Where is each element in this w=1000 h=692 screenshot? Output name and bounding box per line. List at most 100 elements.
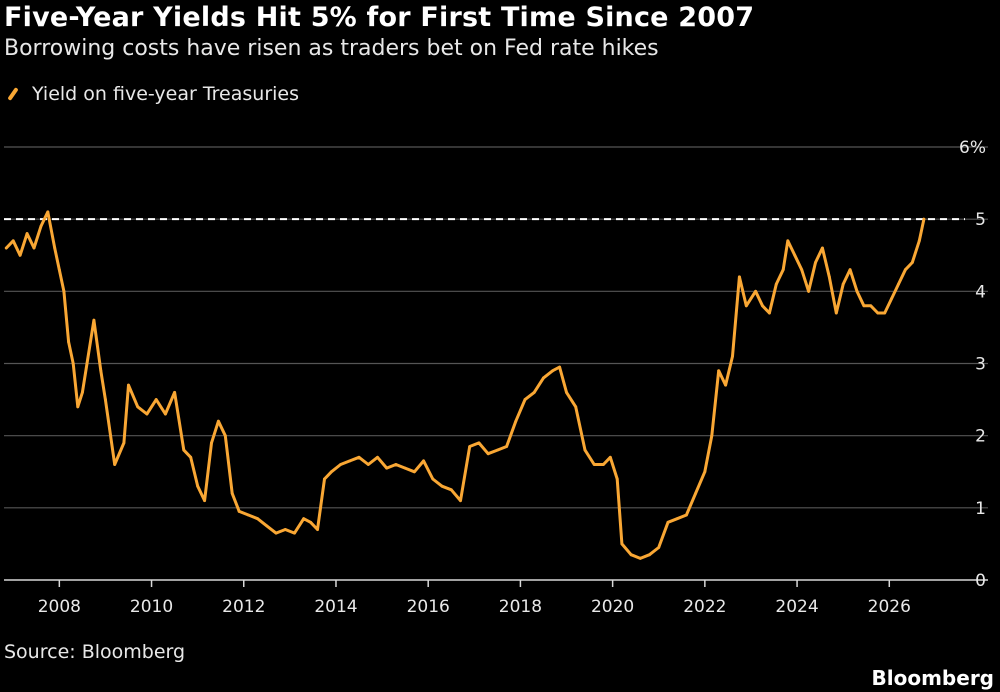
chart-title: Five-Year Yields Hit 5% for First Time S… bbox=[4, 2, 755, 33]
legend-label: Yield on five-year Treasuries bbox=[32, 83, 299, 105]
data-point bbox=[237, 510, 241, 513]
data-point bbox=[309, 520, 313, 524]
data-point bbox=[283, 528, 287, 531]
data-point bbox=[781, 268, 785, 272]
data-point bbox=[412, 470, 416, 474]
data-point bbox=[210, 441, 213, 445]
x-tick-label: 2010 bbox=[130, 597, 173, 617]
data-point bbox=[897, 282, 900, 286]
y-tick-label: 5 bbox=[975, 210, 986, 230]
data-point bbox=[841, 282, 845, 286]
data-point bbox=[459, 499, 462, 503]
x-tick-label: 2012 bbox=[222, 597, 265, 617]
data-point bbox=[551, 369, 555, 373]
data-point bbox=[523, 398, 527, 401]
data-point bbox=[917, 239, 921, 243]
data-point bbox=[657, 546, 661, 549]
data-point bbox=[574, 405, 578, 409]
data-point bbox=[495, 448, 499, 452]
y-tick-label: 2 bbox=[975, 427, 986, 447]
data-point bbox=[848, 268, 852, 272]
data-point bbox=[710, 434, 714, 438]
data-point bbox=[505, 445, 508, 448]
data-point bbox=[163, 412, 167, 416]
data-point bbox=[638, 556, 642, 560]
x-tick-label: 2020 bbox=[591, 597, 634, 617]
data-point bbox=[113, 463, 117, 466]
data-point bbox=[76, 405, 80, 409]
data-point bbox=[754, 289, 757, 293]
data-point bbox=[542, 376, 545, 380]
data-point bbox=[376, 455, 379, 459]
data-point bbox=[403, 466, 407, 470]
data-point bbox=[629, 553, 633, 557]
data-point bbox=[122, 441, 126, 445]
data-point bbox=[767, 311, 771, 315]
data-point bbox=[394, 463, 398, 466]
data-point bbox=[189, 455, 193, 459]
data-point bbox=[744, 304, 748, 308]
data-point bbox=[694, 492, 698, 495]
x-tick-label: 2022 bbox=[683, 597, 726, 617]
data-point bbox=[620, 542, 624, 546]
data-point bbox=[477, 441, 481, 445]
data-point bbox=[904, 268, 907, 272]
data-point bbox=[514, 419, 518, 423]
data-point bbox=[203, 499, 206, 503]
data-point bbox=[602, 463, 605, 466]
data-point bbox=[648, 553, 651, 557]
data-point bbox=[793, 253, 797, 257]
data-point bbox=[774, 282, 778, 286]
data-point bbox=[32, 246, 36, 250]
y-tick-label: 1 bbox=[975, 499, 986, 519]
data-point bbox=[223, 434, 227, 438]
data-point bbox=[348, 459, 352, 463]
data-point bbox=[217, 419, 220, 423]
data-point bbox=[80, 390, 84, 394]
data-point bbox=[583, 448, 587, 452]
data-point bbox=[104, 398, 107, 401]
data-point bbox=[366, 463, 370, 466]
data-point bbox=[910, 261, 914, 264]
data-point bbox=[4, 246, 8, 250]
source-note: Source: Bloomberg bbox=[4, 641, 186, 663]
x-tick-label: 2026 bbox=[868, 597, 911, 617]
y-tick-label: 4 bbox=[975, 282, 986, 302]
data-point bbox=[11, 239, 15, 243]
data-point bbox=[323, 477, 326, 481]
legend: Yield on five-year Treasuries bbox=[4, 83, 299, 105]
chart-subtitle: Borrowing costs have risen as traders be… bbox=[4, 36, 659, 61]
data-point bbox=[800, 268, 804, 272]
data-point bbox=[814, 261, 817, 264]
data-point bbox=[862, 304, 866, 308]
data-point bbox=[922, 217, 926, 221]
x-axis bbox=[4, 579, 988, 587]
data-point bbox=[761, 304, 764, 308]
data-point bbox=[145, 412, 149, 416]
y-tick-label: 0 bbox=[975, 571, 986, 591]
data-point bbox=[339, 463, 342, 466]
x-tick-label: 2008 bbox=[38, 597, 81, 617]
data-point bbox=[807, 289, 810, 293]
data-point bbox=[39, 224, 43, 228]
data-point bbox=[440, 484, 444, 488]
data-point bbox=[230, 492, 234, 495]
data-point bbox=[890, 297, 893, 300]
data-point bbox=[25, 232, 29, 236]
data-point bbox=[827, 275, 831, 279]
data-point bbox=[431, 477, 435, 481]
data-point bbox=[608, 455, 612, 459]
data-point bbox=[468, 445, 472, 448]
y-tick-label: 6% bbox=[959, 138, 986, 158]
brand-logo: Bloomberg bbox=[871, 666, 994, 690]
data-point bbox=[67, 340, 70, 344]
data-point bbox=[46, 210, 50, 214]
data-point bbox=[717, 369, 721, 373]
y-tick-label: 3 bbox=[975, 355, 986, 375]
data-point bbox=[196, 484, 200, 488]
data-point bbox=[302, 517, 306, 521]
data-point bbox=[357, 455, 361, 459]
grid-lines bbox=[4, 146, 988, 509]
data-point bbox=[558, 365, 562, 369]
y-tick-labels: 0 1 2 3 4 5 6% bbox=[959, 138, 986, 591]
